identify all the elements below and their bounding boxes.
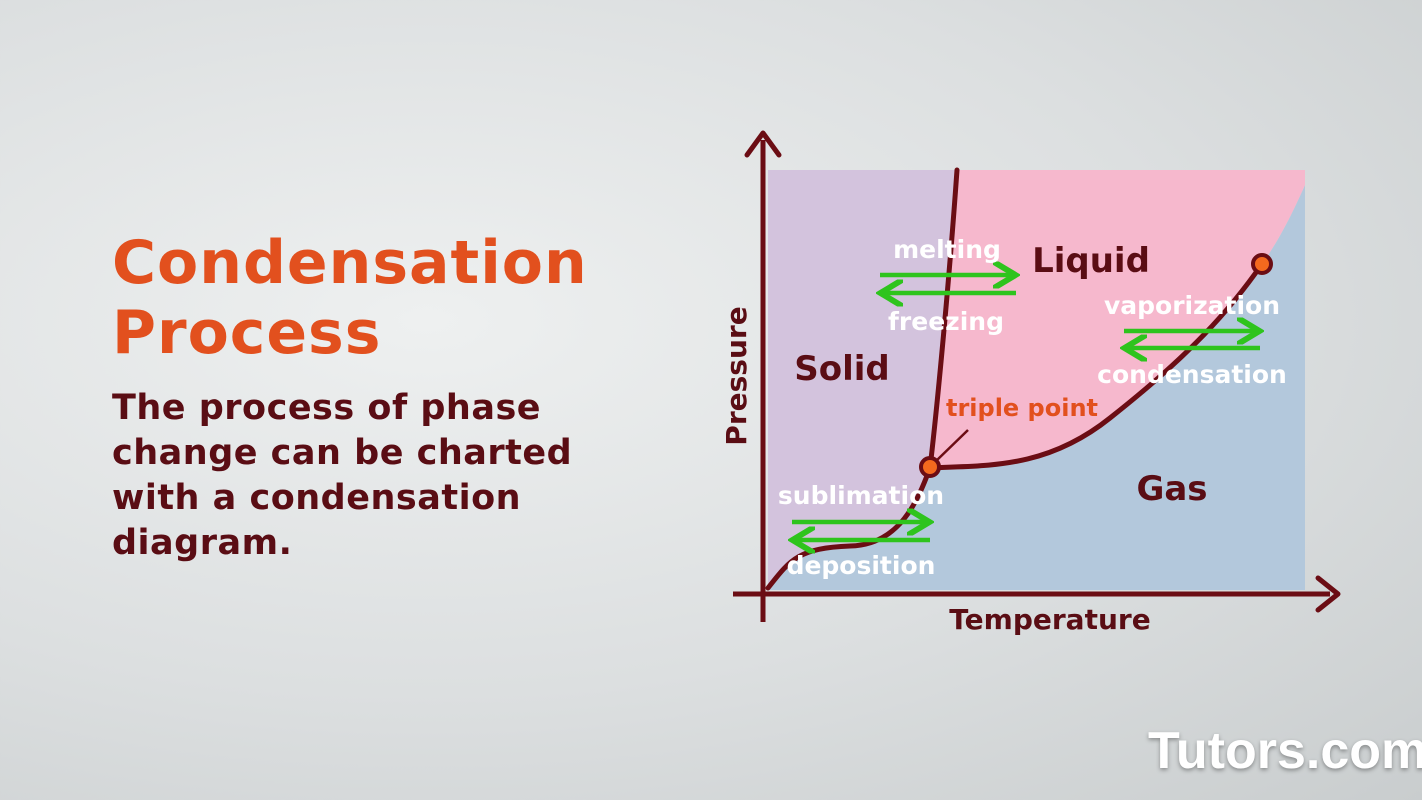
slide-title: Condensation Process (112, 228, 588, 368)
sublimation-curve (765, 465, 933, 591)
description-line: change can be charted (112, 433, 573, 473)
freezing-label: freezing (888, 307, 1004, 336)
sublimation-label: sublimation (778, 481, 944, 510)
triple-point-label: triple point (946, 394, 1098, 422)
deposition-label: deposition (787, 551, 936, 580)
critical-point-marker (1251, 253, 1273, 275)
gas-region (768, 185, 1305, 590)
liquid-region (930, 170, 1305, 468)
slide-description: The process of phase change can be chart… (112, 386, 632, 566)
melting-curve (927, 167, 960, 471)
liquid-label: Liquid (1032, 241, 1150, 281)
slide-title-line: Condensation (112, 228, 588, 298)
description-line: with a condensation (112, 478, 522, 518)
vaporization-curve (927, 261, 1265, 471)
gas-label: Gas (1136, 469, 1207, 509)
melting-label: melting (893, 235, 1001, 264)
triple-point-leader-line (934, 429, 969, 463)
slide-title-line: Process (112, 298, 382, 368)
pressure-axis-label: Pressure (720, 306, 753, 445)
condensation-label: condensation (1097, 360, 1287, 389)
description-line: diagram. (112, 523, 293, 563)
temperature-axis-arrow-icon (1315, 575, 1341, 613)
pressure-axis-arrow-icon (744, 130, 782, 158)
triple-point-marker (919, 456, 941, 478)
solid-label: Solid (794, 349, 890, 389)
temperature-axis-label: Temperature (949, 603, 1150, 636)
vaporization-label: vaporization (1104, 291, 1280, 320)
tutors-logo: Tutors.com (1148, 722, 1422, 780)
description-line: The process of phase (112, 388, 542, 428)
